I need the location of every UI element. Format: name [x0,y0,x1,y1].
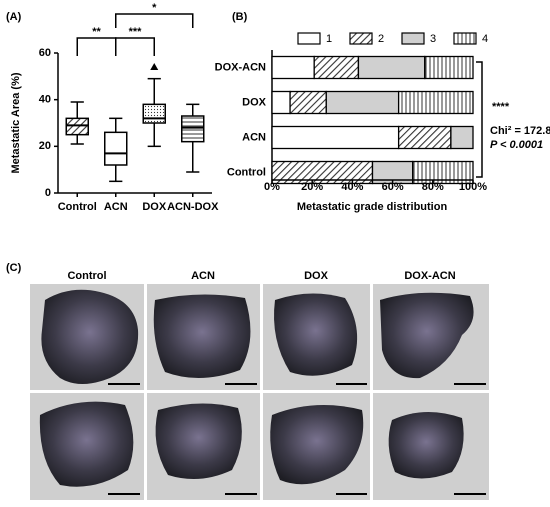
x-tick-label: 60% [382,181,404,193]
x-tick-label: 100% [459,181,487,193]
legend-swatch [349,32,373,45]
bar-segment [271,125,400,150]
significance-bracket [76,37,117,56]
legend-label: 2 [378,33,384,45]
bar-segment [289,90,327,115]
photo [30,284,144,390]
photo [30,393,144,500]
legend-swatch [401,32,425,45]
bar-segment [271,55,315,80]
significance-label: *** [129,26,143,38]
bar-segment [313,55,360,80]
column-label: DOX [304,270,329,282]
significance-bracket [115,13,194,28]
panel-label: (A) [6,11,22,23]
box [181,115,205,143]
x-tick-label: ACN [104,201,128,213]
x-tick-label: ACN-DOX [167,201,219,213]
y-axis-title: Metastatic Area (%) [10,72,22,173]
y-tick-label: DOX [242,96,267,108]
photo [373,393,489,500]
legend-label: 4 [482,33,488,45]
box [142,103,166,124]
x-tick-label: 20% [301,181,323,193]
stat-label: P < 0.0001 [490,139,543,151]
photo [263,393,370,500]
x-tick-label: 0% [264,181,280,193]
legend-swatch [297,32,321,45]
column-label: ACN [191,270,215,282]
x-axis-title: Metastatic grade distribution [297,201,448,213]
y-tick-label: 20 [39,140,51,152]
box [65,117,89,136]
legend-label: 1 [326,33,332,45]
x-tick-label: Control [58,201,97,213]
legend-swatch [453,32,477,45]
panel-label: (C) [6,262,22,274]
column-label: DOX-ACN [404,270,455,282]
bar-segment [397,125,452,150]
photo [373,284,489,390]
bar-segment [271,90,291,115]
photo [147,284,260,390]
photo-grid [30,284,489,500]
bar-segment [325,90,400,115]
stat-label: Chi² = 172.8 [490,125,550,137]
y-tick-label: 0 [45,187,51,199]
legend-label: 3 [430,33,436,45]
bar-segment [450,125,474,150]
bar-segment [412,160,474,185]
y-tick-label: ACN [242,131,266,143]
y-tick-label: DOX-ACN [215,61,266,73]
x-tick-label: DOX [142,201,167,213]
panel-label: (B) [232,11,248,23]
bar-segment [424,55,474,80]
outlier [150,63,159,70]
y-tick-label: 60 [39,47,51,59]
photo [263,284,370,390]
bar-segment [357,55,426,80]
stat-bracket [476,61,483,178]
x-tick-label: 40% [341,181,363,193]
box [104,131,128,166]
significance-label: * [152,2,157,14]
significance-bracket [115,37,155,56]
stat-label: **** [492,101,510,113]
column-label: Control [67,270,106,282]
photo [147,393,260,500]
significance-label: ** [92,26,101,38]
x-tick-label: 80% [422,181,444,193]
y-tick-label: Control [227,166,266,178]
bar-segment [397,90,474,115]
y-tick-label: 40 [39,94,51,106]
